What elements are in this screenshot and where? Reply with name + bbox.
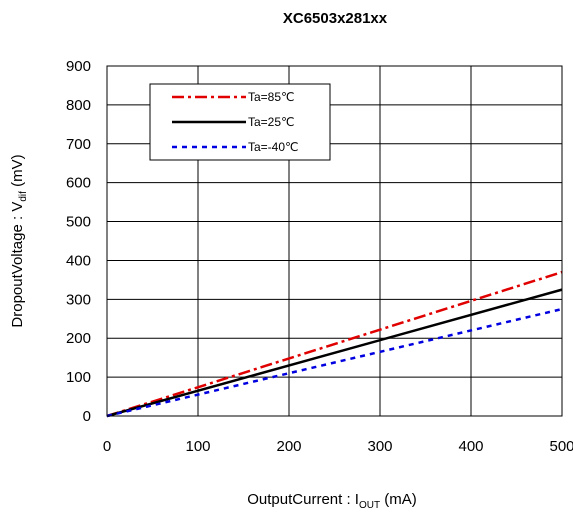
y-tick-label-6: 600 [66,175,91,192]
x-axis-label: OutputCurrent : IOUT (mA) [247,491,417,511]
x-tick-label-5: 500 [549,438,573,455]
x-tick-label-0: 0 [103,438,111,455]
y-tick-label-4: 400 [66,252,91,269]
x-axis-label-unit: (mA) [380,491,417,508]
x-tick-label-4: 400 [458,438,483,455]
y-tick-label-1: 100 [66,369,91,386]
chart-title: XC6503x281xx [283,10,388,27]
plot-frame [106,65,563,417]
y-tick-label-7: 700 [66,136,91,153]
y-tick-label-0: 0 [83,408,91,425]
y-axis-label-unit: (mV) [9,154,26,191]
y-tick-labels: 0 100 200 300 400 500 600 700 800 900 [66,58,91,425]
x-axis-label-main: OutputCurrent : I [247,491,359,508]
y-axis-label-main: DropoutVoltage : V [9,202,26,328]
legend-label-2: Ta=-40℃ [248,140,299,154]
x-tick-labels: 0 100 200 300 400 500 [103,438,573,455]
y-axis-label-subscript: dif [18,191,29,202]
x-tick-label-1: 100 [185,438,210,455]
y-tick-label-5: 500 [66,214,91,231]
y-tick-label-8: 800 [66,97,91,114]
series-layer [106,270,563,418]
x-tick-label-3: 300 [367,438,392,455]
y-tick-label-3: 300 [66,291,91,308]
series-line-0 [106,270,563,418]
legend: Ta=85℃ Ta=25℃ Ta=-40℃ [149,83,331,161]
y-tick-label-9: 900 [66,58,91,75]
series-line-2 [106,307,563,418]
x-axis-label-subscript: OUT [359,500,380,511]
y-tick-label-2: 200 [66,330,91,347]
y-axis-label: DropoutVoltage : Vdif (mV) [9,154,29,327]
legend-label-0: Ta=85℃ [248,90,295,104]
legend-label-1: Ta=25℃ [248,115,295,129]
legend-items: Ta=85℃ Ta=25℃ Ta=-40℃ [172,90,299,154]
series-line-1 [106,288,563,418]
x-tick-label-2: 200 [276,438,301,455]
